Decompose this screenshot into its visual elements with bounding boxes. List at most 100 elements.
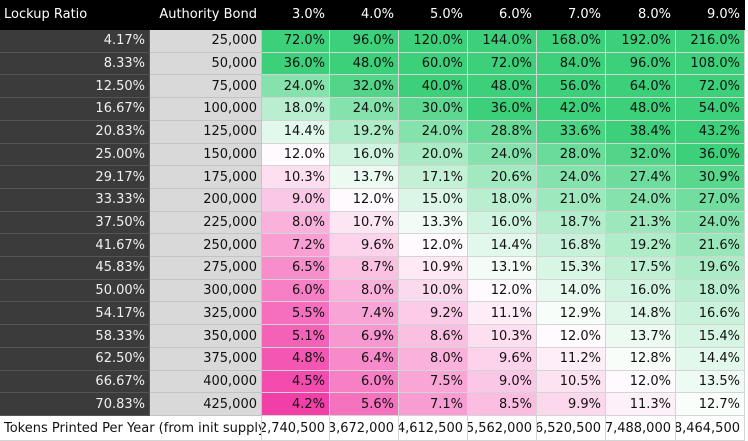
value-cell: 14.4% — [262, 120, 330, 144]
value-cell: 48.0% — [606, 98, 676, 121]
value-cell: 24.0% — [537, 166, 606, 189]
value-cell: 12.7% — [676, 393, 745, 416]
value-cell: 6.9% — [330, 325, 399, 348]
authority-bond: 100,000 — [150, 98, 262, 121]
value-cell: 12.0% — [537, 325, 606, 348]
lockup-ratio: 37.50% — [0, 211, 150, 235]
value-cell: 8.0% — [262, 211, 330, 235]
authority-bond: 225,000 — [150, 211, 262, 235]
value-cell: 48.0% — [468, 75, 537, 99]
column-header: 6.0% — [468, 0, 537, 30]
value-cell: 36.0% — [468, 98, 537, 121]
value-cell: 72.0% — [468, 52, 537, 76]
value-cell: 17.5% — [606, 257, 676, 280]
lockup-ratio: 20.83% — [0, 120, 150, 144]
value-cell: 38.4% — [606, 120, 676, 144]
value-cell: 15.4% — [676, 325, 745, 348]
value-cell: 13.7% — [330, 166, 399, 189]
footer-value: 3,672,000 — [330, 416, 399, 441]
value-cell: 15.3% — [537, 257, 606, 280]
value-cell: 19.2% — [606, 234, 676, 258]
value-cell: 18.0% — [262, 98, 330, 121]
value-cell: 6.0% — [330, 370, 399, 394]
lockup-ratio: 50.00% — [0, 279, 150, 303]
lockup-ratio: 33.33% — [0, 188, 150, 212]
value-cell: 24.0% — [330, 98, 399, 121]
lockup-ratio: 29.17% — [0, 166, 150, 189]
lockup-ratio: 45.83% — [0, 257, 150, 280]
value-cell: 28.8% — [468, 120, 537, 144]
value-cell: 13.3% — [399, 211, 468, 235]
lockup-ratio: 16.67% — [0, 98, 150, 121]
value-cell: 32.0% — [330, 75, 399, 99]
value-cell: 10.9% — [399, 257, 468, 280]
value-cell: 10.0% — [399, 279, 468, 303]
lockup-ratio: 70.83% — [0, 393, 150, 416]
column-header: 3.0% — [262, 0, 330, 30]
value-cell: 108.0% — [676, 52, 745, 76]
value-cell: 24.0% — [468, 143, 537, 167]
lockup-ratio: 4.17% — [0, 30, 150, 53]
authority-bond: 275,000 — [150, 257, 262, 280]
value-cell: 216.0% — [676, 30, 745, 53]
value-cell: 18.0% — [676, 279, 745, 303]
column-header: 8.0% — [606, 0, 676, 30]
value-cell: 168.0% — [537, 30, 606, 53]
value-cell: 6.5% — [262, 257, 330, 280]
value-cell: 27.0% — [676, 188, 745, 212]
authority-bond: 400,000 — [150, 370, 262, 394]
authority-bond: 425,000 — [150, 393, 262, 416]
value-cell: 9.6% — [468, 347, 537, 371]
value-cell: 60.0% — [399, 52, 468, 76]
authority-bond: 175,000 — [150, 166, 262, 189]
footer-label: Tokens Printed Per Year (from init suppl… — [0, 416, 262, 441]
value-cell: 9.9% — [537, 393, 606, 416]
value-cell: 16.0% — [468, 211, 537, 235]
value-cell: 43.2% — [676, 120, 745, 144]
value-cell: 16.6% — [676, 302, 745, 326]
value-cell: 96.0% — [606, 52, 676, 76]
lockup-ratio: 12.50% — [0, 75, 150, 99]
value-cell: 10.3% — [468, 325, 537, 348]
value-cell: 11.2% — [537, 347, 606, 371]
value-cell: 48.0% — [330, 52, 399, 76]
value-cell: 16.0% — [606, 279, 676, 303]
value-cell: 11.1% — [468, 302, 537, 326]
value-cell: 54.0% — [676, 98, 745, 121]
value-cell: 64.0% — [606, 75, 676, 99]
footer-value: 8,464,500 — [676, 416, 745, 441]
value-cell: 24.0% — [399, 120, 468, 144]
value-cell: 6.4% — [330, 347, 399, 371]
value-cell: 9.6% — [330, 234, 399, 258]
value-cell: 13.7% — [606, 325, 676, 348]
value-cell: 18.0% — [468, 188, 537, 212]
value-cell: 14.4% — [676, 347, 745, 371]
footer-value: 4,612,500 — [399, 416, 468, 441]
column-header: 9.0% — [676, 0, 745, 30]
value-cell: 6.0% — [262, 279, 330, 303]
value-cell: 10.3% — [262, 166, 330, 189]
value-cell: 7.5% — [399, 370, 468, 394]
value-cell: 9.0% — [262, 188, 330, 212]
value-cell: 21.3% — [606, 211, 676, 235]
value-cell: 7.2% — [262, 234, 330, 258]
value-cell: 36.0% — [676, 143, 745, 167]
authority-bond: 250,000 — [150, 234, 262, 258]
value-cell: 12.0% — [399, 234, 468, 258]
authority-bond: 325,000 — [150, 302, 262, 326]
value-cell: 72.0% — [676, 75, 745, 99]
value-cell: 72.0% — [262, 30, 330, 53]
value-cell: 7.1% — [399, 393, 468, 416]
value-cell: 8.7% — [330, 257, 399, 280]
authority-bond: 200,000 — [150, 188, 262, 212]
value-cell: 12.9% — [537, 302, 606, 326]
column-header: Authority Bond — [150, 0, 262, 30]
value-cell: 20.0% — [399, 143, 468, 167]
value-cell: 14.8% — [606, 302, 676, 326]
value-cell: 8.5% — [468, 393, 537, 416]
value-cell: 18.7% — [537, 211, 606, 235]
value-cell: 56.0% — [537, 75, 606, 99]
footer-value: 5,562,000 — [468, 416, 537, 441]
value-cell: 12.8% — [606, 347, 676, 371]
value-cell: 13.1% — [468, 257, 537, 280]
